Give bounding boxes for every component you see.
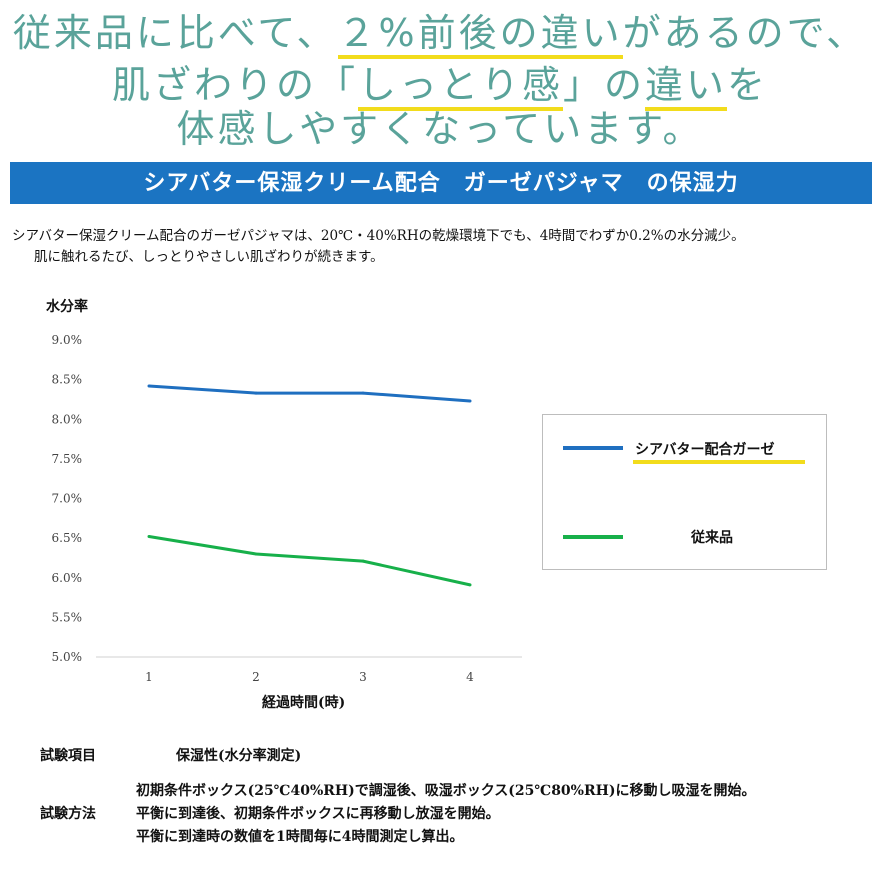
intro-line-1: シアバター保湿クリーム配合のガーゼパジャマは、20℃・40%RHの乾燥環境下でも… xyxy=(12,228,745,244)
headline-text: 従来品に比べて、 xyxy=(12,11,338,55)
legend-highlight xyxy=(633,460,805,464)
headline-text: 」の xyxy=(562,63,645,107)
data-point xyxy=(468,399,472,403)
headline-highlight: しっとり感 xyxy=(357,63,563,111)
y-tick-label: 9.0% xyxy=(52,333,83,347)
headline-line-1: 従来品に比べて、２%前後の違いがあるので、 xyxy=(0,10,880,59)
legend-label-series-1: シアバター配合ガーゼ xyxy=(635,442,775,458)
x-tick-label: 2 xyxy=(252,670,260,684)
legend-swatch-series-2 xyxy=(563,535,623,539)
headline-line-2: 肌ざわりの「しっとり感」の違いを xyxy=(0,62,880,111)
series-line-1 xyxy=(148,384,471,403)
x-tick-label: 3 xyxy=(359,670,367,684)
data-point xyxy=(361,391,365,395)
y-tick-label: 6.0% xyxy=(52,571,83,585)
legend-label-series-2: 従来品 xyxy=(691,530,733,546)
headline-highlight: ２%前後の違い xyxy=(337,11,623,59)
test-method-line-1: 初期条件ボックス(25℃40%RH)で調湿後、吸湿ボックス(25℃80%RH)に… xyxy=(136,783,756,799)
data-point xyxy=(254,391,258,395)
y-tick-label: 5.5% xyxy=(52,610,83,624)
headline-highlight: 違い xyxy=(645,63,728,111)
y-tick-label: 7.0% xyxy=(52,492,83,506)
data-point xyxy=(254,552,258,556)
y-tick-label: 6.5% xyxy=(52,531,83,545)
y-axis-label: 水分率 xyxy=(46,299,88,315)
test-item-label: 試験項目 xyxy=(40,748,96,764)
test-method-label: 試験方法 xyxy=(40,806,96,822)
title-banner: シアバター保湿クリーム配合 ガーゼパジャマ の保湿力 xyxy=(10,162,872,204)
series-line-2 xyxy=(148,535,471,587)
headline-line-3: 体感しやすくなっています。 xyxy=(176,107,704,151)
headline-text: があるので、 xyxy=(622,11,868,55)
x-tick-label: 4 xyxy=(466,670,474,684)
data-point xyxy=(468,583,472,587)
x-axis-label: 経過時間(時) xyxy=(262,695,346,711)
y-tick-label: 8.5% xyxy=(52,373,83,387)
test-method-line-2: 平衡に到達後、初期条件ボックスに再移動し放湿を開始。 xyxy=(136,806,500,822)
data-point xyxy=(147,384,151,388)
y-tick-label: 5.0% xyxy=(52,650,83,664)
intro-text: シアバター保湿クリーム配合のガーゼパジャマは、20℃・40%RHの乾燥環境下でも… xyxy=(12,226,874,268)
legend-swatch-series-1 xyxy=(563,446,623,450)
intro-line-2: 肌に触れるたび、しっとりやさしい肌ざわりが続きます。 xyxy=(34,249,384,265)
headline-text: を xyxy=(727,63,769,107)
test-item-value: 保湿性(水分率測定) xyxy=(176,748,302,764)
x-tick-label: 1 xyxy=(145,670,153,684)
y-tick-label: 7.5% xyxy=(52,452,83,466)
test-method-line-3: 平衡に到達時の数値を1時間毎に4時間測定し算出。 xyxy=(136,829,464,845)
headline-text: 肌ざわりの「 xyxy=(111,63,358,107)
chart-legend: シアバター配合ガーゼ 従来品 xyxy=(542,414,827,570)
data-point xyxy=(361,559,365,563)
y-tick-label: 8.0% xyxy=(52,412,83,426)
data-point xyxy=(147,535,151,539)
